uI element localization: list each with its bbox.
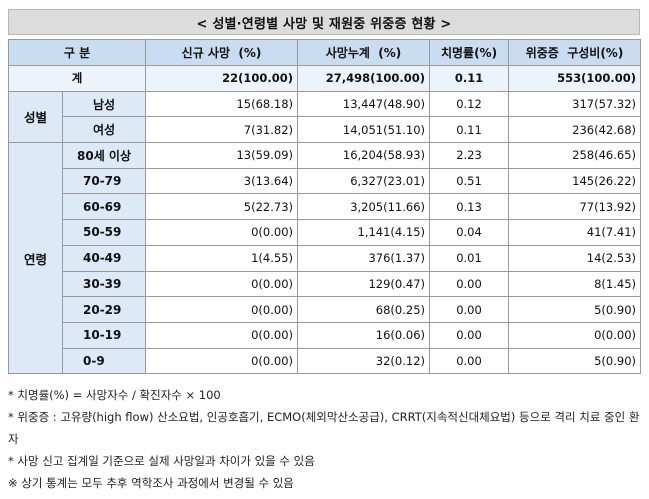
cell-severe: 8(1.45) [508,270,642,298]
cell-new-deaths: 3(13.64) [145,167,299,195]
stats-table: 구 분 신규 사망 (%) 사망누계 (%) 치명률(%) 위중증 구성비(%)… [7,39,642,375]
cell-severe: 236(42.68) [508,116,642,144]
table-row: 성별 남성 15(68.18) 13,447(48.90) 0.12 317(5… [8,90,642,144]
header-severe: 위중증 구성비(%) [508,39,642,66]
row-label: 여성 [61,116,147,144]
row-label: 30-39 [61,270,147,298]
row-label: 60-69 [61,193,147,221]
cell-fatality-rate: 0.00 [429,270,510,298]
row-label: 20-29 [61,296,147,323]
footnote: ※ 상기 통계는 모두 추후 역학조사 과정에서 변경될 수 있음 [8,476,294,490]
total-fatality-rate: 0.11 [429,65,510,92]
cell-new-deaths: 0(0.00) [145,296,299,323]
cell-cumulative-deaths: 13,447(48.90) [297,90,431,118]
cell-cumulative-deaths: 32(0.12) [297,347,431,375]
row-label: 40-49 [61,244,147,272]
group-sex-label: 성별 [8,90,63,144]
header-row: 구 분 신규 사망 (%) 사망누계 (%) 치명률(%) 위중증 구성비(%) [7,39,642,66]
cell-fatality-rate: 0.51 [429,167,510,195]
cell-severe: 317(57.32) [508,90,642,118]
total-cumulative-deaths: 27,498(100.00) [297,65,431,92]
cell-cumulative-deaths: 129(0.47) [297,270,431,298]
cell-cumulative-deaths: 376(1.37) [297,244,431,272]
group-age-label: 연령 [8,142,63,375]
row-label: 0-9 [61,347,147,375]
cell-new-deaths: 0(0.00) [145,321,299,349]
table-row: 40-49 1(4.55) 376(1.37) 0.01 14(2.53) [9,244,642,272]
cell-cumulative-deaths: 6,327(23.01) [297,167,431,195]
table-row: 10-19 0(0.00) 16(0.06) 0.00 0(0.00) [9,321,642,349]
header-category: 구 분 [7,39,147,66]
table-row: 50-59 0(0.00) 1,141(4.15) 0.04 41(7.41) [9,219,642,246]
cell-fatality-rate: 2.23 [429,142,510,169]
cell-cumulative-deaths: 68(0.25) [297,296,431,323]
cell-new-deaths: 0(0.00) [145,347,299,375]
table-row: 70-79 3(13.64) 6,327(23.01) 0.51 145(26.… [9,167,642,195]
footnote: * 위중증 : 고유량(high flow) 산소요법, 인공호흡기, ECMO… [8,410,640,446]
table-row: 20-29 0(0.00) 68(0.25) 0.00 5(0.90) [9,296,642,323]
header-new-deaths: 신규 사망 (%) [145,39,299,66]
cell-fatality-rate: 0.13 [429,193,510,221]
table-row: 30-39 0(0.00) 129(0.47) 0.00 8(1.45) [9,270,642,298]
cell-new-deaths: 15(68.18) [145,90,299,118]
cell-fatality-rate: 0.04 [429,219,510,246]
cell-severe: 258(46.65) [508,142,642,169]
total-row: 계 22(100.00) 27,498(100.00) 0.11 553(100… [7,65,642,92]
cell-cumulative-deaths: 16(0.06) [297,321,431,349]
cell-new-deaths: 7(31.82) [145,116,299,144]
cell-fatality-rate: 0.00 [429,296,510,323]
cell-severe: 14(2.53) [508,244,642,272]
footnote: * 사망 신고 집계일 기준으로 실제 사망일과 차이가 있을 수 있음 [8,454,315,468]
cell-new-deaths: 0(0.00) [145,219,299,246]
header-fatality-rate: 치명률(%) [429,39,510,66]
cell-severe: 5(0.90) [508,296,642,323]
cell-fatality-rate: 0.11 [429,116,510,144]
table-row: 여성 7(31.82) 14,051(51.10) 0.11 236(42.68… [9,116,642,144]
cell-severe: 5(0.90) [508,347,642,375]
row-label: 10-19 [61,321,147,349]
cell-new-deaths: 1(4.55) [145,244,299,272]
footnotes: * 치명률(%) = 사망자수 / 확진자수 × 100 * 위중증 : 고유량… [8,384,644,494]
row-label: 70-79 [61,167,147,195]
row-label: 남성 [61,90,147,118]
row-label: 80세 이상 [61,142,147,169]
cell-cumulative-deaths: 1,141(4.15) [297,219,431,246]
header-cumulative-deaths: 사망누계 (%) [297,39,431,66]
cell-fatality-rate: 0.00 [429,347,510,375]
cell-cumulative-deaths: 16,204(58.93) [297,142,431,169]
table-title: < 성별·연령별 사망 및 재원중 위중증 현황 > [8,9,640,35]
cell-fatality-rate: 0.01 [429,244,510,272]
cell-severe: 41(7.41) [508,219,642,246]
cell-new-deaths: 13(59.09) [145,142,299,169]
cell-severe: 0(0.00) [508,321,642,349]
cell-fatality-rate: 0.12 [429,90,510,118]
total-label: 계 [7,65,147,92]
row-label: 50-59 [61,219,147,246]
footnote: * 치명률(%) = 사망자수 / 확진자수 × 100 [8,388,221,402]
cell-severe: 145(26.22) [508,167,642,195]
cell-fatality-rate: 0.00 [429,321,510,349]
table-row: 0-9 0(0.00) 32(0.12) 0.00 5(0.90) [9,347,642,375]
table-row: 60-69 5(22.73) 3,205(11.66) 0.13 77(13.9… [9,193,642,221]
total-severe: 553(100.00) [508,65,642,92]
cell-severe: 77(13.92) [508,193,642,221]
cell-cumulative-deaths: 14,051(51.10) [297,116,431,144]
cell-new-deaths: 0(0.00) [145,270,299,298]
table-row: 연령 80세 이상 13(59.09) 16,204(58.93) 2.23 2… [8,142,642,375]
cell-cumulative-deaths: 3,205(11.66) [297,193,431,221]
total-new-deaths: 22(100.00) [145,65,299,92]
cell-new-deaths: 5(22.73) [145,193,299,221]
